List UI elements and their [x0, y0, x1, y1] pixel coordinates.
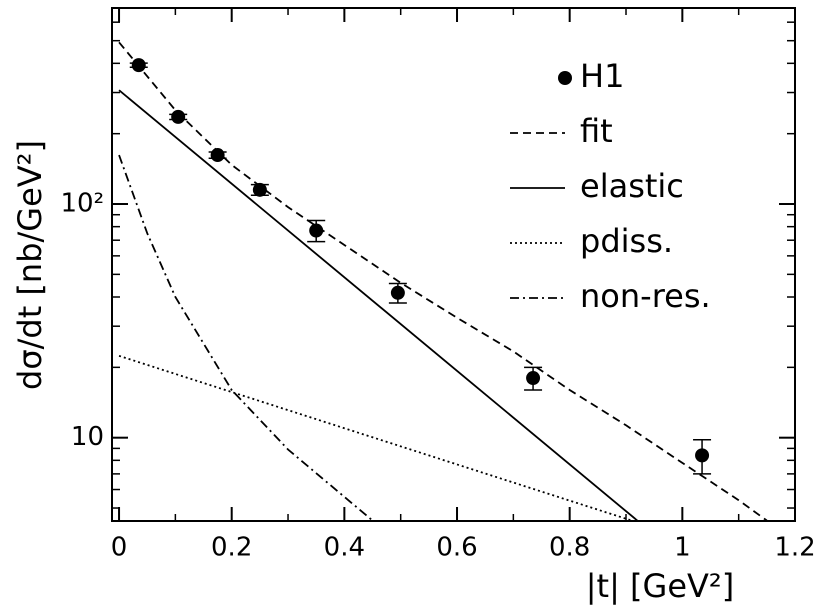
- legend-label: fit: [580, 112, 613, 150]
- legend-label: elastic: [580, 167, 684, 205]
- curve: [118, 154, 374, 522]
- curve: [118, 89, 638, 522]
- data-point: [309, 223, 324, 238]
- x-axis-label: |t| [GeV²]: [586, 567, 734, 605]
- plot-frame: [111, 7, 796, 522]
- curve: [118, 41, 768, 522]
- y-tick-label: 10: [71, 422, 104, 452]
- y-axis-label: dσ/dt [nb/GeV²]: [11, 140, 49, 390]
- x-tick-label: 1.2: [774, 533, 815, 563]
- data-point: [171, 109, 186, 124]
- x-tick-label: 0.6: [436, 533, 477, 563]
- x-tick-label: 1: [674, 533, 691, 563]
- data-point: [526, 371, 541, 386]
- data-point: [390, 285, 405, 300]
- legend-marker: [558, 71, 572, 85]
- data-point: [210, 148, 225, 163]
- data-point: [252, 182, 267, 197]
- x-tick-label: 0.2: [211, 533, 252, 563]
- curve: [118, 354, 632, 522]
- legend-label: pdiss.: [580, 222, 673, 260]
- y-tick-label: 10²: [60, 189, 104, 219]
- legend-label: non-res.: [580, 277, 711, 315]
- x-tick-label: 0.8: [549, 533, 590, 563]
- x-tick-label: 0: [111, 533, 128, 563]
- legend-label: H1: [580, 57, 624, 95]
- x-tick-label: 0.4: [324, 533, 365, 563]
- data-point: [695, 448, 710, 463]
